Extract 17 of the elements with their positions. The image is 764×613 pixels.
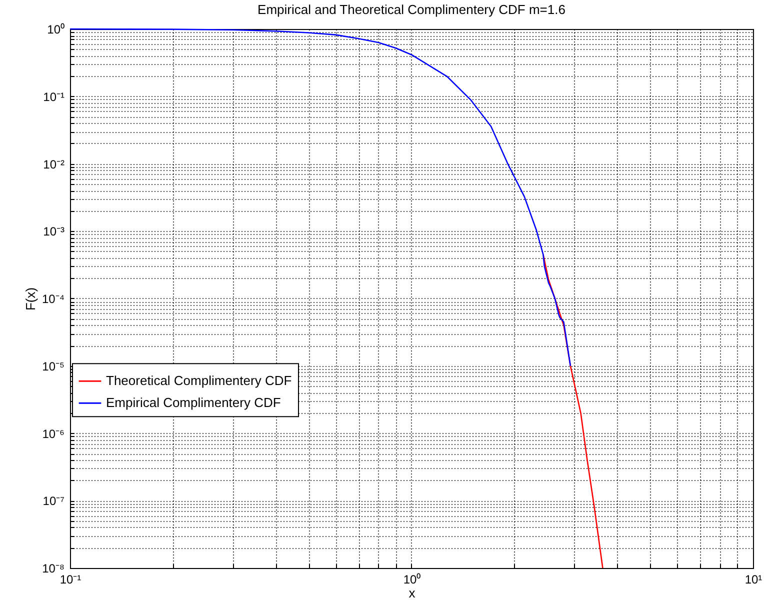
legend-label: Empirical Complimentery CDF: [106, 395, 281, 410]
y-tick-label: 10⁻⁶: [42, 426, 65, 441]
x-tick-label: 10¹: [744, 572, 762, 586]
y-tick-label: 10⁻¹: [43, 90, 65, 104]
x-tick-label: 10⁻¹: [60, 572, 82, 586]
y-tick-label: 10⁻⁵: [42, 359, 65, 374]
y-tick-label: 10⁻³: [43, 224, 65, 239]
y-tick-label: 10⁻⁸: [42, 562, 64, 576]
y-tick-label: 10⁻²: [43, 157, 65, 172]
legend-label: Theoretical Complimentery CDF: [106, 373, 292, 388]
x-axis-title: x: [408, 586, 416, 600]
x-tick-label: 10⁰: [403, 572, 421, 586]
y-axis-title: F(x): [22, 287, 38, 311]
y-tick-label: 10⁰: [47, 22, 64, 36]
y-tick-label: 10⁻⁴: [42, 292, 64, 306]
y-tick-label: 10⁻⁷: [42, 494, 64, 508]
chart-title: Empirical and Theoretical Complimentery CDF m=1.6: [258, 2, 566, 17]
